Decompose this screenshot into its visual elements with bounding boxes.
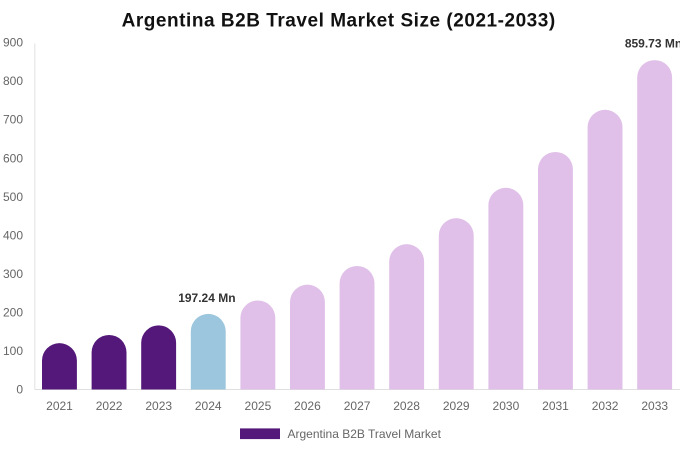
svg-text:2032: 2032 [592, 399, 619, 413]
svg-text:300: 300 [3, 267, 23, 281]
svg-text:600: 600 [3, 151, 23, 165]
svg-text:0: 0 [16, 383, 23, 397]
svg-text:859.73 Mn: 859.73 Mn [625, 37, 680, 51]
svg-text:2021: 2021 [46, 399, 73, 413]
svg-text:400: 400 [3, 228, 23, 242]
svg-text:2028: 2028 [393, 399, 420, 413]
svg-text:197.24 Mn: 197.24 Mn [178, 291, 235, 305]
svg-text:Argentina B2B Travel Market Si: Argentina B2B Travel Market Size (2021-2… [122, 10, 556, 31]
svg-text:2027: 2027 [344, 399, 371, 413]
svg-text:Argentina B2B Travel Market: Argentina B2B Travel Market [288, 427, 442, 441]
svg-text:100: 100 [3, 344, 23, 358]
svg-text:200: 200 [3, 305, 23, 319]
svg-text:2023: 2023 [145, 399, 172, 413]
svg-text:900: 900 [3, 36, 23, 50]
svg-text:2024: 2024 [195, 399, 222, 413]
svg-text:2029: 2029 [443, 399, 470, 413]
svg-text:2033: 2033 [641, 399, 668, 413]
svg-text:800: 800 [3, 74, 23, 88]
svg-text:2031: 2031 [542, 399, 569, 413]
svg-text:500: 500 [3, 190, 23, 204]
svg-text:700: 700 [3, 113, 23, 127]
svg-text:2026: 2026 [294, 399, 321, 413]
svg-text:2025: 2025 [245, 399, 272, 413]
svg-text:2022: 2022 [96, 399, 123, 413]
svg-text:2030: 2030 [493, 399, 520, 413]
